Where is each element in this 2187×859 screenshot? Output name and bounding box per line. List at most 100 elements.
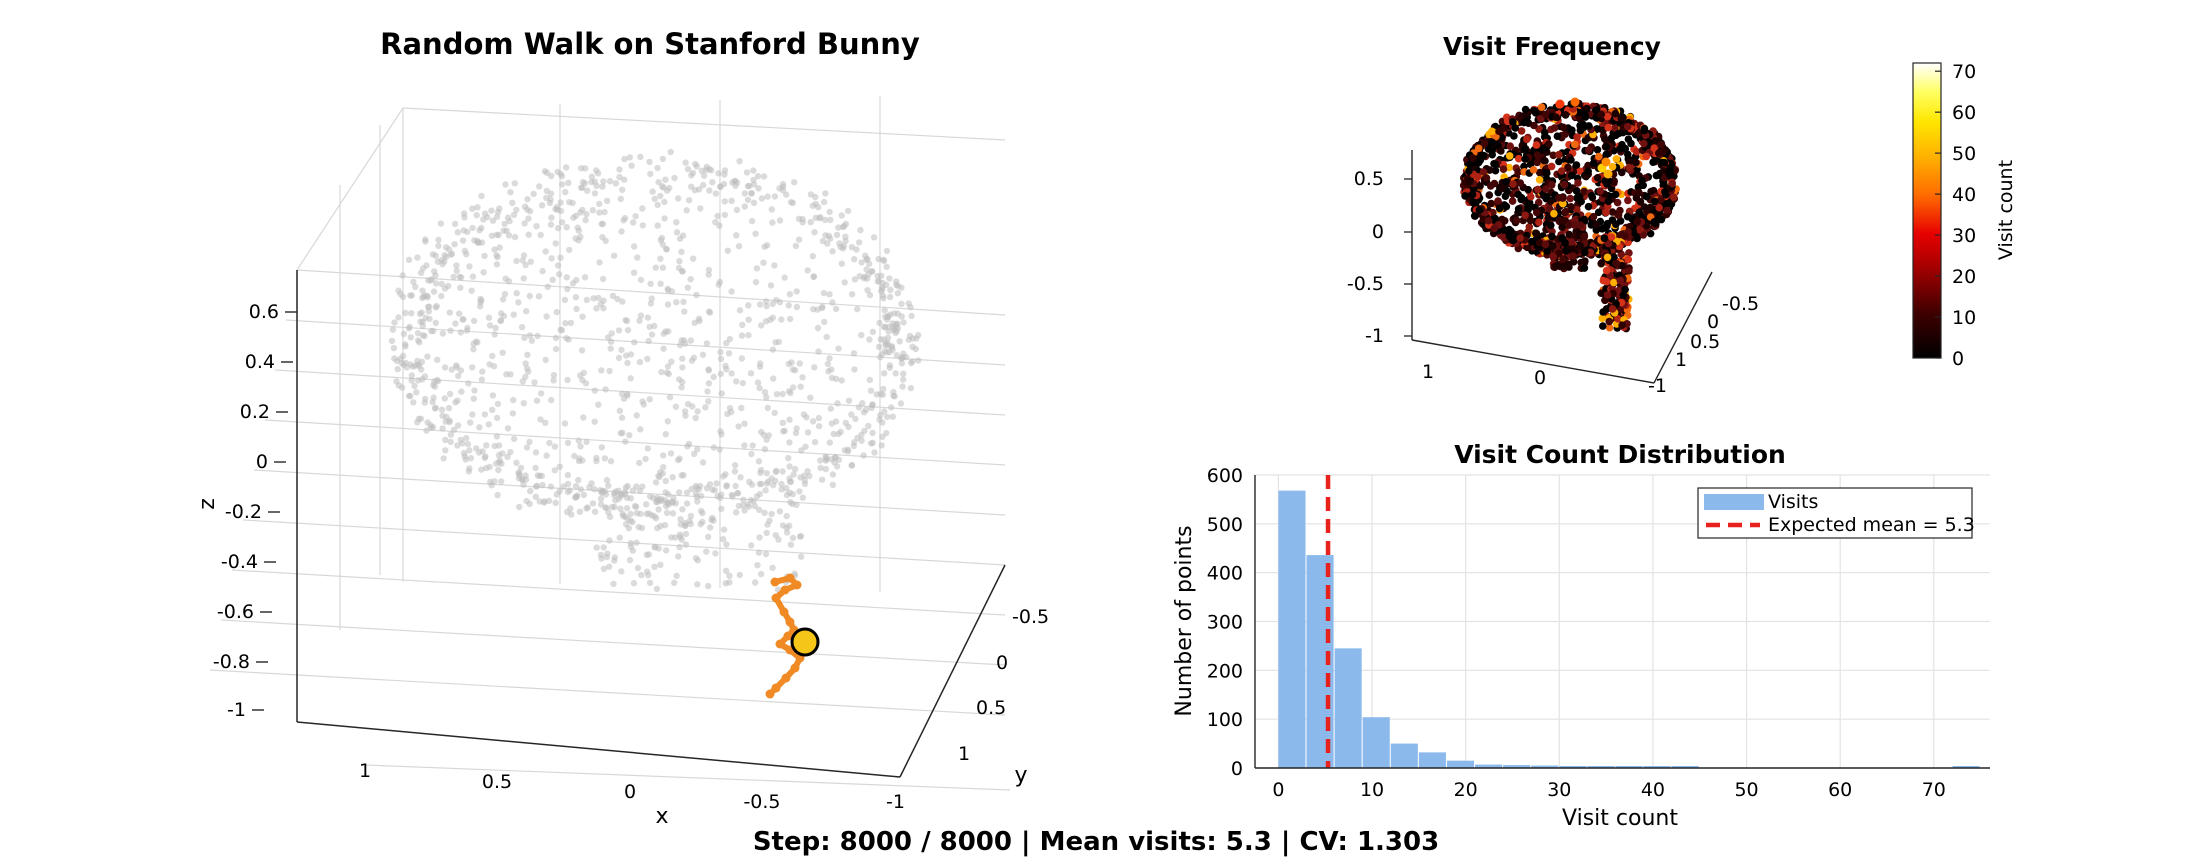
bunny-point <box>842 237 849 245</box>
bunny-point <box>908 312 915 320</box>
bunny-point <box>829 471 837 478</box>
bunny-point <box>430 288 438 295</box>
bunny-point <box>703 485 711 492</box>
heatmap-point <box>1514 205 1523 213</box>
bunny-point <box>795 215 803 222</box>
heatmap-hot-point <box>1555 99 1565 109</box>
bunny-point <box>722 567 730 574</box>
bunny-point <box>859 400 866 407</box>
bunny-point <box>683 500 691 507</box>
bunny-point <box>663 246 670 253</box>
bunny-point <box>566 199 573 206</box>
histogram-y-label: Number of points <box>1172 525 1197 716</box>
bunny-point <box>657 192 664 200</box>
walk3d-z-tick: -0.4 <box>221 551 258 573</box>
bunny-point <box>493 414 501 422</box>
bunny-point <box>510 311 517 318</box>
bunny-point <box>883 281 890 289</box>
bunny-point <box>778 316 785 323</box>
heatmap-point <box>1495 204 1504 213</box>
bunny-point <box>591 508 599 515</box>
heatmap-point <box>1595 152 1603 161</box>
bunny-point <box>830 430 837 438</box>
heatmap-point <box>1597 259 1605 268</box>
heatmap-point <box>1545 205 1554 213</box>
bunny-point <box>803 414 810 421</box>
bunny-point <box>720 526 728 533</box>
bunny-point <box>619 186 626 193</box>
heatmap-point <box>1564 260 1572 269</box>
bunny-point <box>453 262 460 269</box>
bunny-point <box>747 496 755 504</box>
heatmap-point <box>1642 152 1651 161</box>
bunny-point <box>533 223 540 230</box>
histogram-bar <box>1390 743 1418 768</box>
bunny-point <box>643 551 650 558</box>
bunny-point <box>679 268 686 275</box>
bunny-point <box>536 183 543 190</box>
bunny-point <box>677 341 684 349</box>
colorbar-label: Visit count <box>1995 160 2017 260</box>
heatmap-point <box>1576 221 1585 229</box>
bunny-point <box>580 491 588 499</box>
bunny-point <box>408 310 415 317</box>
heatmap-point <box>1625 249 1633 257</box>
bunny-point <box>524 351 531 358</box>
bunny-point <box>731 462 739 469</box>
heatmap-point <box>1608 208 1617 216</box>
bunny-point <box>824 360 832 368</box>
bunny-point <box>879 391 886 398</box>
walk3d-z-tick: -1 <box>227 699 246 721</box>
bunny-point <box>723 482 731 489</box>
bunny-point <box>563 224 570 231</box>
bunny-point <box>897 400 905 407</box>
heatmap-point <box>1571 140 1579 149</box>
bunny-point <box>714 212 721 220</box>
heatmap-point <box>1668 179 1676 188</box>
bunny-point <box>552 345 560 353</box>
bunny-point <box>827 216 834 224</box>
bunny-point <box>687 276 694 283</box>
bunny-point <box>489 217 497 224</box>
heatmap-point <box>1657 140 1666 149</box>
bunny-point <box>660 452 667 459</box>
bunny-point <box>486 463 493 471</box>
bunny-point <box>703 166 710 174</box>
bunny-point <box>787 389 794 397</box>
bunny-point <box>450 426 458 433</box>
bunny-point <box>432 319 439 326</box>
histogram-x-tick: 70 <box>1922 779 1946 801</box>
bunny-point <box>785 360 792 368</box>
heatmap-point <box>1635 208 1644 217</box>
heatmap-point <box>1548 242 1557 250</box>
bunny-point <box>731 468 739 475</box>
bunny-point <box>845 397 853 404</box>
bunny-point <box>757 570 765 578</box>
bunny-point <box>715 170 722 177</box>
bunny-point <box>595 294 602 301</box>
bunny-point <box>811 364 818 371</box>
bunny-point <box>903 354 910 361</box>
walk3d-x-tick: 0 <box>624 781 636 803</box>
bunny-point <box>478 466 485 473</box>
bunny-point <box>741 507 748 514</box>
walk3d-y-tick: -0.5 <box>1012 606 1049 628</box>
bunny-point <box>705 380 713 387</box>
bunny-point <box>435 242 442 250</box>
heatmap-point <box>1523 135 1531 144</box>
heatmap-point <box>1549 151 1558 160</box>
bunny-point <box>618 414 626 421</box>
walk3d-axes <box>296 270 1006 778</box>
bunny-point <box>858 259 865 266</box>
bunny-point <box>712 190 720 197</box>
heatmap-point <box>1561 207 1570 216</box>
bunny-point <box>509 199 516 206</box>
bunny-point <box>543 313 550 320</box>
bunny-point <box>756 490 763 498</box>
histogram-x-tick: 50 <box>1734 779 1758 801</box>
heatmap-point <box>1666 164 1675 172</box>
bunny-point <box>419 318 426 326</box>
bunny-point <box>439 261 446 268</box>
bunny-point <box>477 295 484 303</box>
bunny-point <box>491 442 498 450</box>
